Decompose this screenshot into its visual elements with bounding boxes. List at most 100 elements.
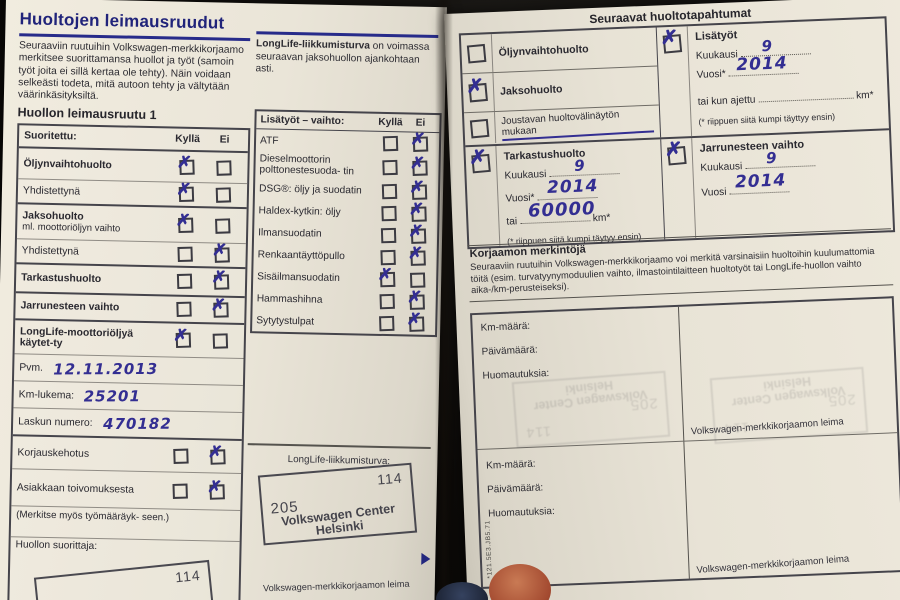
handwritten-check-mark: ✗ <box>466 75 484 99</box>
month-line: Kuukausi 9 <box>700 149 882 174</box>
service-label: Öljynvaihtohuolto <box>23 157 112 171</box>
checkbox-checked: ✗ <box>407 243 426 266</box>
year-line: Vuosi 2014 <box>701 170 883 199</box>
field-label: Pvm. <box>19 361 44 374</box>
km-field-label: Km-määrä: <box>485 458 536 472</box>
checkbox-cell <box>372 293 402 309</box>
checkbox-cell: ✗ <box>199 476 236 500</box>
year-label: Vuosi* <box>696 68 726 81</box>
checkbox-cell <box>374 183 404 199</box>
checkbox-cell: ✗ <box>167 210 204 233</box>
service-label: Yhdistettynä <box>21 245 79 258</box>
month-handwritten: 9 <box>573 156 586 175</box>
extra-work-label: Dieselmoottorin polttonestesuoda- tin <box>259 153 355 178</box>
checkbox <box>381 183 397 199</box>
service-label: Asiakkaan toivomuksesta <box>16 481 135 496</box>
stamp-number-right: 114 <box>376 469 404 488</box>
service-label: Korjauskehotus <box>17 446 90 460</box>
checkbox-cell <box>460 34 494 74</box>
longlife-rule <box>256 31 439 38</box>
checkbox <box>172 483 188 499</box>
footnote: (* riippuen siitä kumpi täyttyy ensin) <box>698 111 836 127</box>
intro-paragraph: Seuraaviin ruutuihin Volkswagen-merkkiko… <box>17 40 245 103</box>
date-field-label: Päivämäärä: <box>481 344 538 358</box>
checkbox <box>379 293 395 309</box>
stamp-number-right: 114 <box>525 423 552 442</box>
field-handwritten-value: 12.11.2013 <box>52 359 158 379</box>
column-no: Ei <box>415 117 426 129</box>
column-performed: Suoritettu: <box>24 130 77 143</box>
checkbox <box>382 135 398 151</box>
service-label: Tarkastushuolto <box>21 272 102 286</box>
extra-work-row: Sytytystulpat ✗ <box>252 309 435 335</box>
handwritten-check-mark: ✗ <box>406 286 423 307</box>
oil-service-label: Öljynvaihtohuolto <box>498 43 589 59</box>
grid-row-2: ✗ Tarkastushuolto Kuukausi 9 Vuosi* 2014… <box>465 130 893 248</box>
extra-works-label: Lisätyöt <box>694 29 738 43</box>
km-prefix: tai <box>506 216 518 228</box>
handwritten-check-mark: ✗ <box>207 441 224 462</box>
extra-work-label: Renkaantäyttöpullo <box>257 248 346 262</box>
checkbox <box>176 273 193 290</box>
checkbox-cell: ✗ <box>372 264 402 287</box>
handwritten-check-mark: ✗ <box>210 266 228 288</box>
service-row: LongLife-moottoriöljyä käytet-ty ✗ <box>14 318 245 359</box>
brake-fluid-checkbox: ✗ <box>665 139 687 166</box>
checkbox-cell <box>373 249 403 265</box>
inspection-cell: ✗ Tarkastushuolto Kuukausi 9 Vuosi* 2014… <box>465 139 666 248</box>
service-rows: Öljynvaihtohuolto ✗ Yhdistettynä ✗ Jaksohuol… <box>14 146 248 359</box>
handwritten-check-mark: ✗ <box>408 152 426 173</box>
checkbox <box>215 187 232 203</box>
year-line: Vuosi* 2014 <box>696 53 878 81</box>
next-service-types-cell: Öljynvaihtohuolto ✗ Jaksohuolto Joustava… <box>460 27 662 146</box>
date-field-label: Päivämäärä: <box>486 482 544 496</box>
checkbox-checked: ✗ <box>176 152 195 175</box>
extra-works-rows: ATF ✗ Dieselmoottorin polttonestesuoda- ti… <box>252 129 439 335</box>
service-label: Jarrunesteen vaihto <box>20 300 120 314</box>
handwritten-check-mark: ✗ <box>407 242 424 263</box>
dotted-line <box>758 88 854 103</box>
extra-work-label: Hammashihna <box>256 292 323 306</box>
km-suffix: km* <box>855 89 874 102</box>
field-label: Km-lukema: <box>18 388 75 402</box>
column-extras: Lisätyöt – vaihto: <box>260 114 345 128</box>
notes-field-label: Huomautuksia: <box>487 505 555 520</box>
checkbox-cell <box>371 315 401 331</box>
checkbox-checked: ✗ <box>173 325 192 349</box>
checkbox-cell <box>205 187 242 203</box>
stamp-caption: Volkswagen-merkkikorjaamon leima <box>262 578 410 594</box>
extra-work-label: Sisäilmansuodatin <box>257 270 341 284</box>
checkbox-cell: ✗ <box>168 152 205 175</box>
extra-work-label: Ilmansuodatin <box>258 226 322 240</box>
checkbox-cell <box>402 271 432 288</box>
service-label: LongLife-moottoriöljyä käytet-ty <box>19 325 134 349</box>
handwritten-check-mark: ✗ <box>175 179 193 200</box>
oil-service-checkbox <box>466 43 487 64</box>
handwritten-check-mark: ✗ <box>210 294 227 316</box>
stamp-caption: Volkswagen-merkkikorjaamon leima <box>696 553 850 576</box>
checkbox-cell <box>375 135 405 151</box>
checkbox-checked: ✗ <box>377 264 395 287</box>
ghost-stamp: 114 205 Volkswagen Center Helsinki <box>511 370 671 449</box>
handwritten-check-mark: ✗ <box>176 151 193 173</box>
year-handwritten: 2014 <box>734 170 787 193</box>
checkbox-cell <box>374 159 404 175</box>
extra-work-label: DSG®: öljy ja suodatin <box>258 182 362 196</box>
year-handwritten: 2014 <box>735 53 788 76</box>
handwritten-check-mark: ✗ <box>407 198 425 219</box>
checkbox-cell: ✗ <box>168 179 205 203</box>
checkbox-cell <box>202 333 239 349</box>
handwritten-check-mark: ✗ <box>206 476 223 497</box>
checkbox-checked: ✗ <box>175 210 194 233</box>
checkbox <box>380 205 397 221</box>
section-title: Huollon leimausruutu 1 <box>17 105 157 123</box>
extra-works-cell: ✗ Lisätyöt Kuukausi 9 Vuosi* 2014 tai ku… <box>656 18 889 138</box>
checkbox <box>215 217 231 234</box>
checkbox-cell <box>205 159 242 176</box>
handwritten-check-mark: ✗ <box>660 26 679 50</box>
checkbox-cell: ✗ <box>165 325 202 349</box>
checkbox-cell: ✗ <box>401 309 431 332</box>
km-line: tai km* 60000 <box>506 198 655 228</box>
checkbox-cell: ✗ <box>204 240 241 263</box>
handwritten-fields: Pvm. 12.11.2013 Km-lukema: 25201 Laskun nume… <box>12 353 244 440</box>
